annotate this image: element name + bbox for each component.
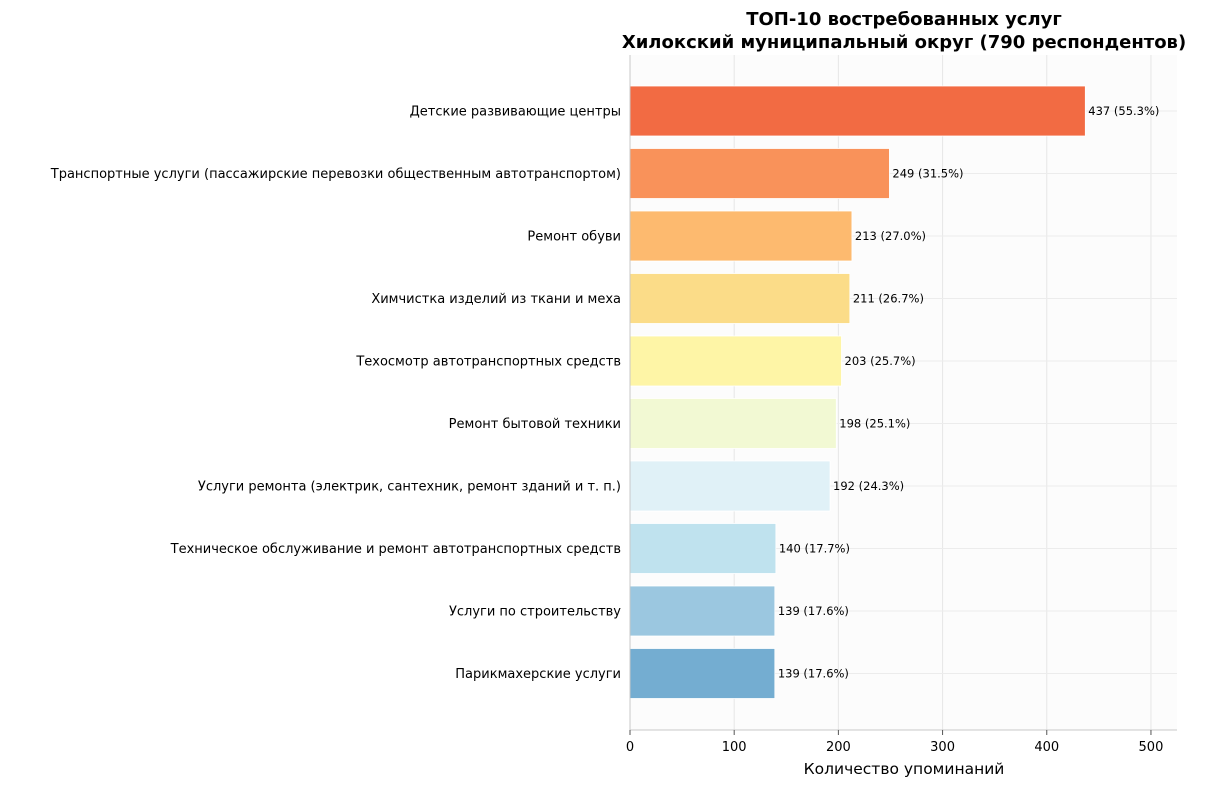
data-label: 437 (55.3%) xyxy=(1088,104,1159,118)
category-label: Транспортные услуги (пассажирские перево… xyxy=(50,167,621,182)
x-axis-label: Количество упоминаний xyxy=(804,760,1005,778)
bar-3 xyxy=(629,210,853,262)
category-labels: Детские развивающие центры Транспортные у… xyxy=(50,105,622,683)
category-label: Техосмотр автотранспортных средств xyxy=(355,355,621,370)
x-tick-label: 400 xyxy=(1034,740,1059,755)
category-label: Техническое обслуживание и ремонт автотр… xyxy=(170,542,621,557)
data-label: 249 (31.5%) xyxy=(892,167,963,181)
bar-6 xyxy=(629,398,837,449)
bar-4 xyxy=(629,273,851,324)
bar-9 xyxy=(629,585,776,637)
chart-subtitle: Хилокский муниципальный округ (790 респо… xyxy=(622,32,1186,53)
x-tick-label: 100 xyxy=(722,740,747,755)
bar-10 xyxy=(629,648,776,699)
category-label: Парикмахерские услуги xyxy=(455,667,621,682)
data-labels: 437 (55.3%) 249 (31.5%) 213 (27.0%) 211 (26… xyxy=(778,104,1160,681)
bars xyxy=(629,85,1086,699)
bar-8 xyxy=(629,523,777,574)
data-label: 139 (17.6%) xyxy=(778,667,849,681)
x-axis-ticks: 0 100 200 300 400 500 xyxy=(626,730,1164,755)
bar-7 xyxy=(629,460,831,512)
bar-5 xyxy=(629,335,842,387)
data-label: 203 (25.7%) xyxy=(845,354,916,368)
category-label: Химчистка изделий из ткани и меха xyxy=(371,292,621,307)
chart-title: ТОП-10 востребованных услуг xyxy=(746,9,1062,30)
category-label: Ремонт обуви xyxy=(527,230,621,245)
category-label: Ремонт бытовой техники xyxy=(449,417,621,432)
data-label: 139 (17.6%) xyxy=(778,604,849,618)
category-label: Услуги по строительству xyxy=(449,605,621,620)
category-label: Детские развивающие центры xyxy=(410,105,621,120)
bar-2 xyxy=(629,148,890,199)
data-label: 211 (26.7%) xyxy=(853,292,924,306)
data-label: 213 (27.0%) xyxy=(855,229,926,243)
data-label: 192 (24.3%) xyxy=(833,479,904,493)
category-label: Услуги ремонта (электрик, сантехник, рем… xyxy=(198,480,621,495)
x-tick-label: 300 xyxy=(930,740,955,755)
data-label: 140 (17.7%) xyxy=(779,542,850,556)
data-label: 198 (25.1%) xyxy=(839,417,910,431)
x-tick-label: 0 xyxy=(626,740,634,755)
x-tick-label: 200 xyxy=(826,740,851,755)
bar-1 xyxy=(629,85,1086,137)
x-tick-label: 500 xyxy=(1139,740,1164,755)
